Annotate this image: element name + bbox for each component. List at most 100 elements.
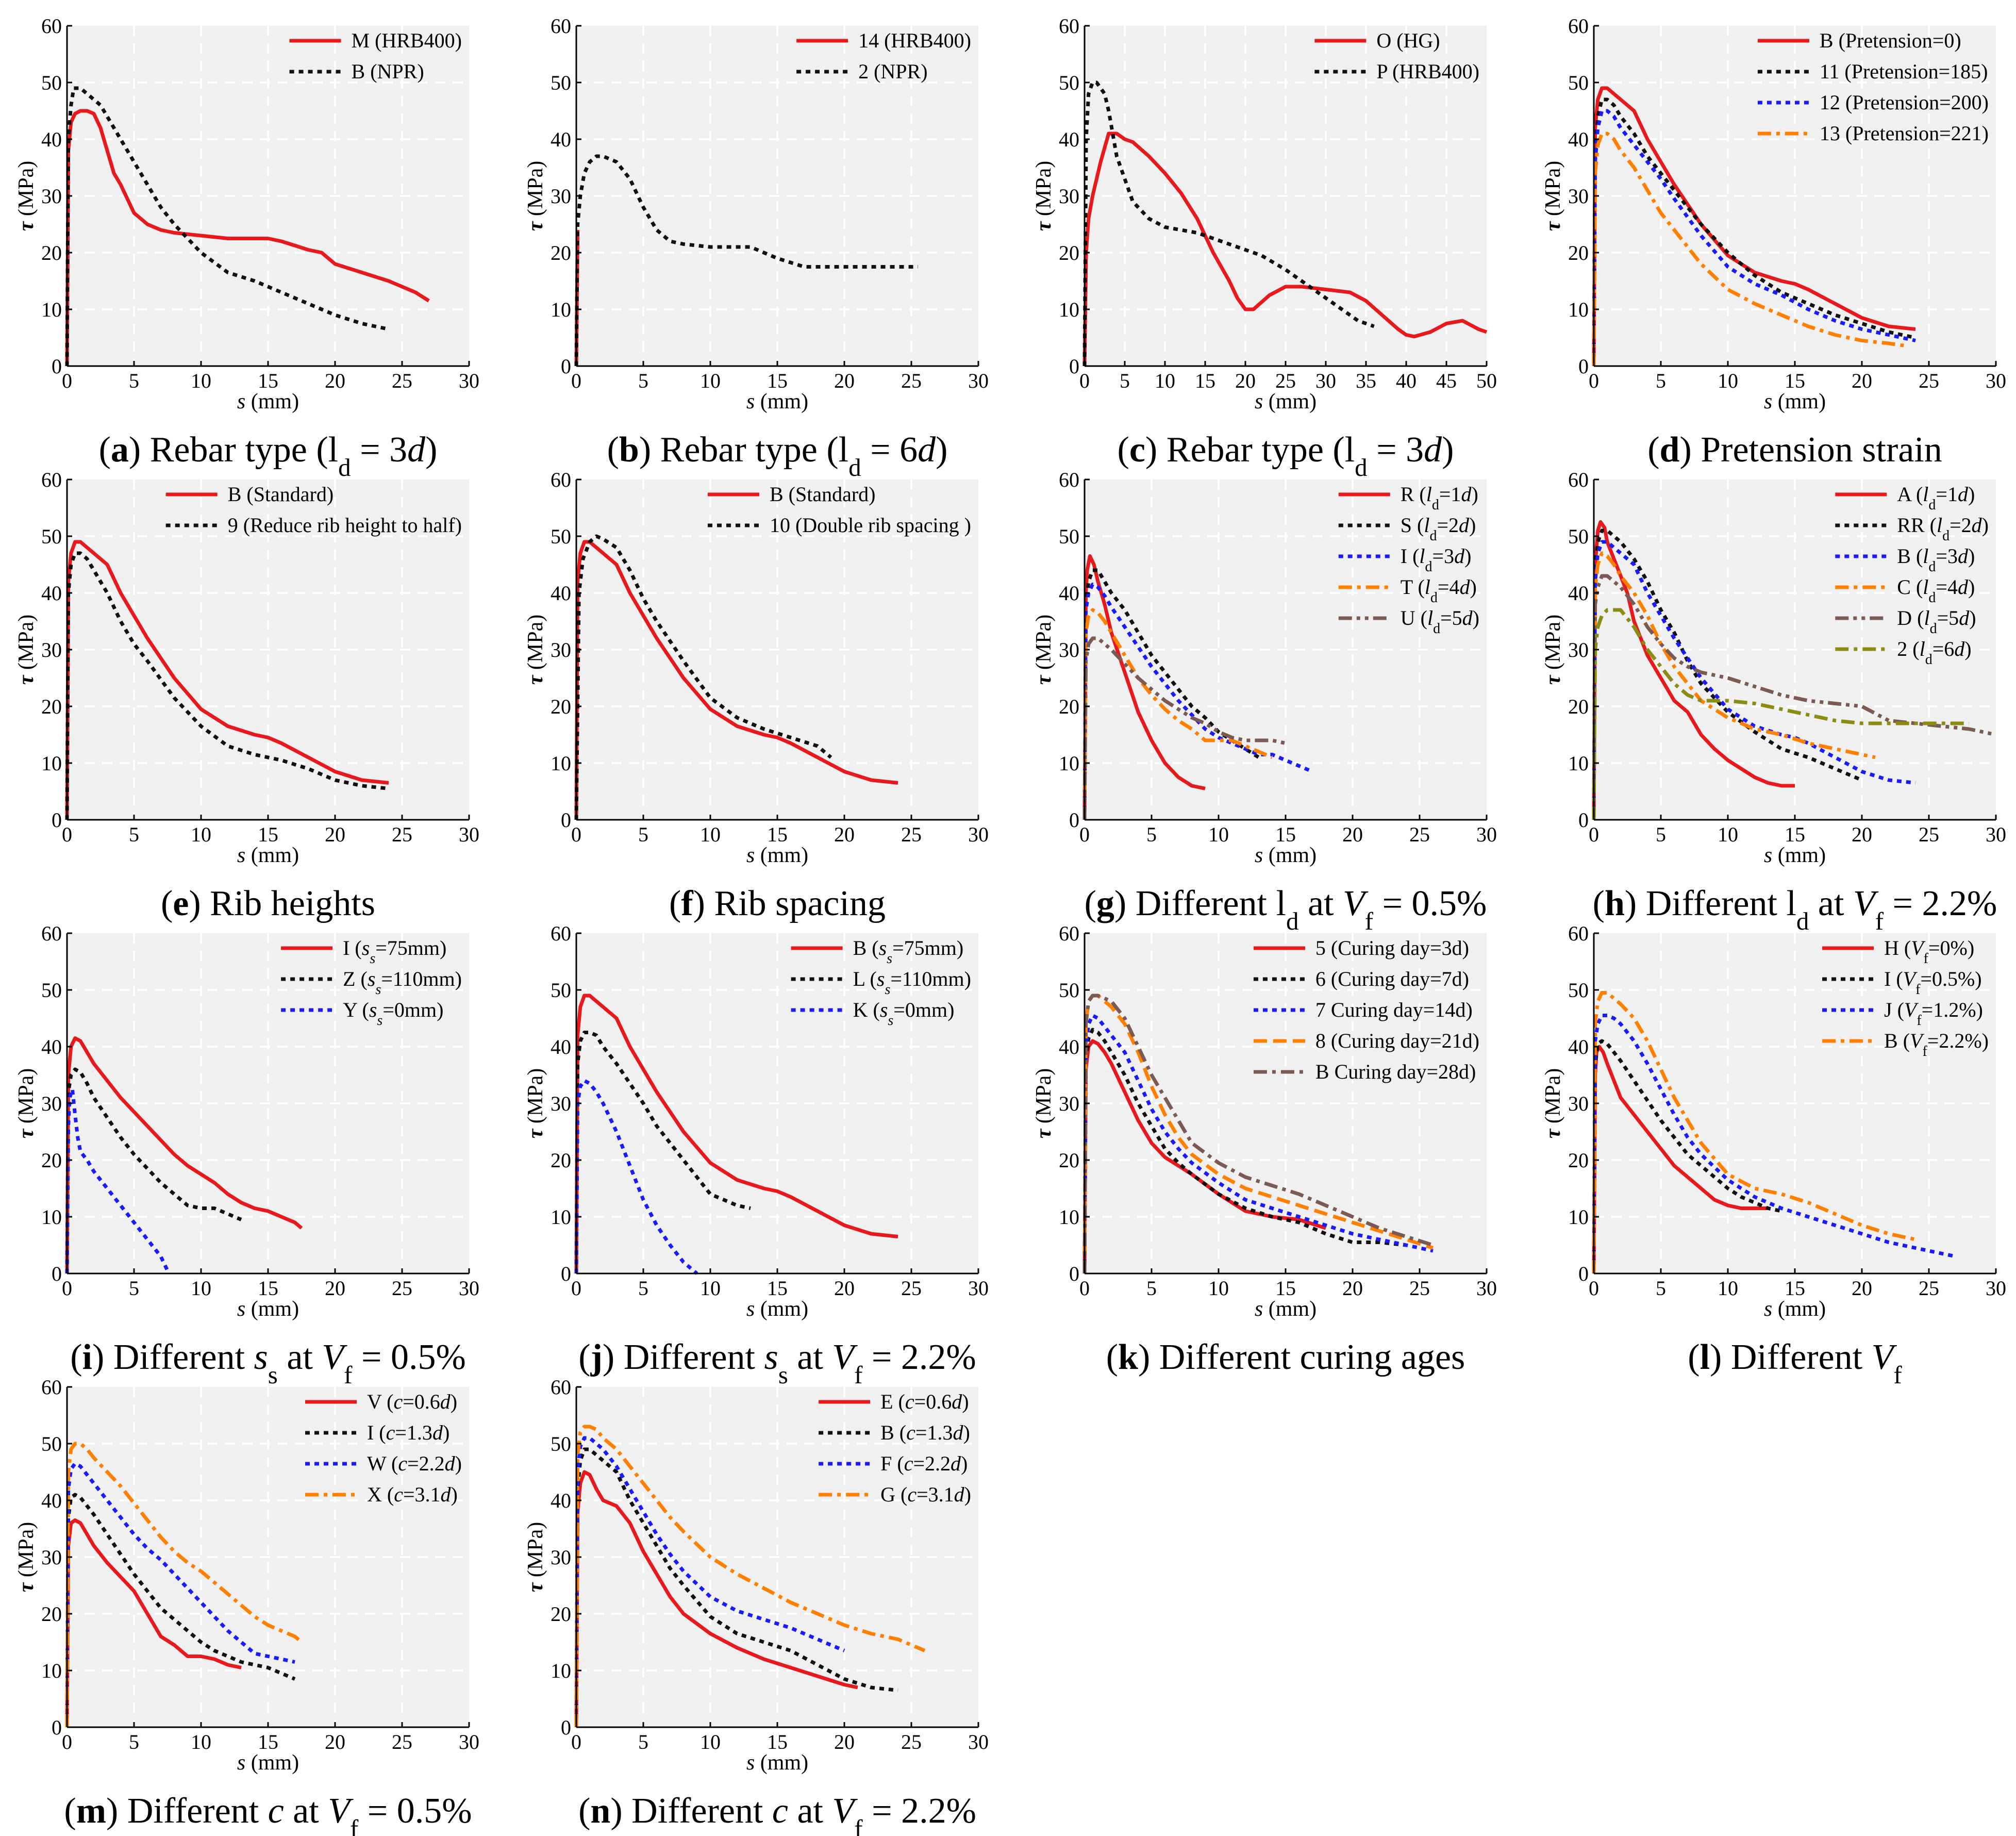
y-tick-label: 40: [1059, 128, 1079, 151]
legend-label: U (ld=5d): [1401, 606, 1479, 637]
legend-label: B Curing day=28d): [1315, 1060, 1476, 1083]
legend: B (Pretension=0) 11 (Pretension=185) 12 (P…: [1757, 29, 1989, 145]
x-tick-label: 15: [1785, 823, 1805, 846]
y-axis-label: τ (MPa): [14, 161, 38, 231]
legend-label: H (Vf=0%): [1884, 936, 1974, 967]
x-tick-label: 25: [1409, 1277, 1430, 1300]
y-axis-label: τ (MPa): [1541, 615, 1565, 685]
legend-label: RR (ld=2d): [1897, 514, 1989, 544]
x-tick-label: 5: [1146, 823, 1157, 846]
y-tick-label: 10: [551, 298, 571, 321]
x-tick-label: 20: [834, 369, 855, 392]
y-tick-label: 40: [41, 1489, 62, 1512]
legend: O (HG) P (HRB400): [1314, 29, 1479, 83]
x-tick-label: 25: [1409, 823, 1430, 846]
y-tick-label: 50: [1059, 525, 1079, 548]
y-tick-label: 20: [551, 1602, 571, 1626]
series-line-k-0: [1082, 1039, 1327, 1274]
chart-panel-c: 0 5 10 15 20 25 30 35 40 45 50 0 10 20 30 40 50 60 s (mm) τ…: [1032, 14, 1497, 482]
chart-panel-n: 0 5 10 15 20 25 30 0 10 20 30 40 50 60 s (mm) τ (MPa) E …: [524, 1376, 989, 1836]
x-tick-label: 20: [1852, 369, 1872, 392]
y-axis-label: τ (MPa): [1032, 615, 1056, 685]
x-tick-label: 0: [1079, 1277, 1090, 1300]
x-tick-label: 5: [638, 823, 648, 846]
x-tick-label: 15: [767, 369, 788, 392]
legend: 5 (Curing day=3d) 6 (Curing day=7d) 7 Curi…: [1253, 936, 1479, 1083]
x-axis-label: s (mm): [237, 1297, 299, 1321]
y-tick-label: 60: [1568, 468, 1589, 491]
legend-label: B (ld=3d): [1897, 544, 1975, 575]
chart-panel-k: 0 5 10 15 20 25 30 0 10 20 30 40 50 60 s (mm) τ (MPa) 5 …: [1032, 922, 1497, 1377]
legend-label: 5 (Curing day=3d): [1315, 936, 1469, 960]
legend: H (Vf=0%)I (Vf=0.5%)J (Vf=1.2%)B (Vf=2.2…: [1822, 936, 1989, 1060]
y-tick-label: 50: [1059, 979, 1079, 1002]
x-tick-label: 15: [1785, 1277, 1805, 1300]
x-tick-label: 0: [1079, 823, 1090, 846]
legend: A (ld=1d)RR (ld=2d)B (ld=3d)C (ld=4d)D (…: [1835, 483, 1989, 668]
y-tick-label: 30: [1059, 638, 1079, 661]
y-tick-label: 20: [41, 241, 62, 264]
y-axis-label: τ (MPa): [524, 1068, 547, 1138]
legend-label: B (c=1.3d): [880, 1421, 970, 1444]
x-tick-label: 50: [1476, 369, 1497, 392]
y-tick-label: 0: [1578, 355, 1589, 378]
y-tick-label: 60: [41, 922, 62, 945]
y-tick-label: 10: [1059, 298, 1079, 321]
legend-label: O (HG): [1376, 29, 1440, 52]
legend-label: B (Pretension=0): [1820, 29, 1961, 52]
x-tick-label: 15: [258, 1277, 278, 1300]
series-line-a-0: [65, 109, 430, 367]
x-tick-label: 45: [1436, 369, 1457, 392]
y-tick-label: 40: [1568, 1035, 1589, 1058]
legend-label: F (c=2.2d): [880, 1452, 968, 1475]
y-tick-label: 10: [1059, 752, 1079, 775]
legend-label: K (ss=0mm): [853, 998, 955, 1029]
series-line-h-2: [1592, 540, 1916, 820]
y-tick-label: 20: [41, 695, 62, 718]
x-tick-label: 5: [129, 1277, 139, 1300]
y-axis-label: τ (MPa): [524, 161, 547, 231]
x-tick-label: 5: [1656, 823, 1666, 846]
x-axis-label: s (mm): [746, 390, 808, 413]
series-line-j-1: [574, 1031, 751, 1274]
legend-label: W (c=2.2d): [367, 1452, 462, 1475]
x-tick-label: 10: [700, 369, 721, 392]
y-tick-label: 40: [1568, 128, 1589, 151]
panel-caption: (m) Different c at Vf = 0.5%: [64, 1791, 472, 1836]
x-tick-label: 30: [968, 1277, 989, 1300]
series-line-k-1: [1082, 1028, 1407, 1274]
panel-caption: (e) Rib heights: [161, 884, 375, 923]
y-tick-label: 40: [1568, 582, 1589, 605]
y-tick-label: 10: [41, 298, 62, 321]
panel-caption: (l) Different Vf: [1688, 1337, 1902, 1389]
chart-panel-l: 0 5 10 15 20 25 30 0 10 20 30 40 50 60 s (mm) τ (MPa) H …: [1541, 922, 2006, 1389]
y-tick-label: 50: [41, 1432, 62, 1455]
y-axis-label: τ (MPa): [14, 1522, 38, 1592]
series-line-l-1: [1592, 1039, 1782, 1274]
y-tick-label: 0: [52, 1716, 62, 1739]
legend-label: 12 (Pretension=200): [1820, 91, 1989, 114]
y-tick-label: 30: [1059, 185, 1079, 208]
panel-caption: (k) Different curing ages: [1106, 1337, 1465, 1377]
legend-label: I (c=1.3d): [367, 1421, 449, 1444]
y-axis-label: τ (MPa): [1541, 1068, 1565, 1138]
series-line-n-2: [574, 1436, 845, 1728]
legend-label: 14 (HRB400): [858, 29, 971, 52]
series-line-a-1: [65, 86, 389, 367]
legend-label: V (c=0.6d): [367, 1390, 457, 1413]
y-axis-label: τ (MPa): [1541, 161, 1565, 231]
y-tick-label: 10: [551, 752, 571, 775]
y-tick-label: 30: [551, 185, 571, 208]
x-tick-label: 20: [325, 1277, 345, 1300]
series-line-c-1: [1082, 80, 1375, 367]
x-axis-label: s (mm): [237, 390, 299, 413]
legend: E (c=0.6d) B (c=1.3d) F (c=2.2d) G (c=3.1d): [819, 1390, 971, 1506]
y-tick-label: 40: [551, 582, 571, 605]
x-tick-label: 30: [1476, 823, 1497, 846]
y-tick-label: 20: [41, 1149, 62, 1172]
panel-caption: (g) Different ld at Vf = 0.5%: [1085, 884, 1487, 935]
legend-label: X (c=3.1d): [367, 1483, 458, 1506]
x-tick-label: 20: [1852, 1277, 1872, 1300]
legend-label: B (Standard): [770, 483, 876, 506]
